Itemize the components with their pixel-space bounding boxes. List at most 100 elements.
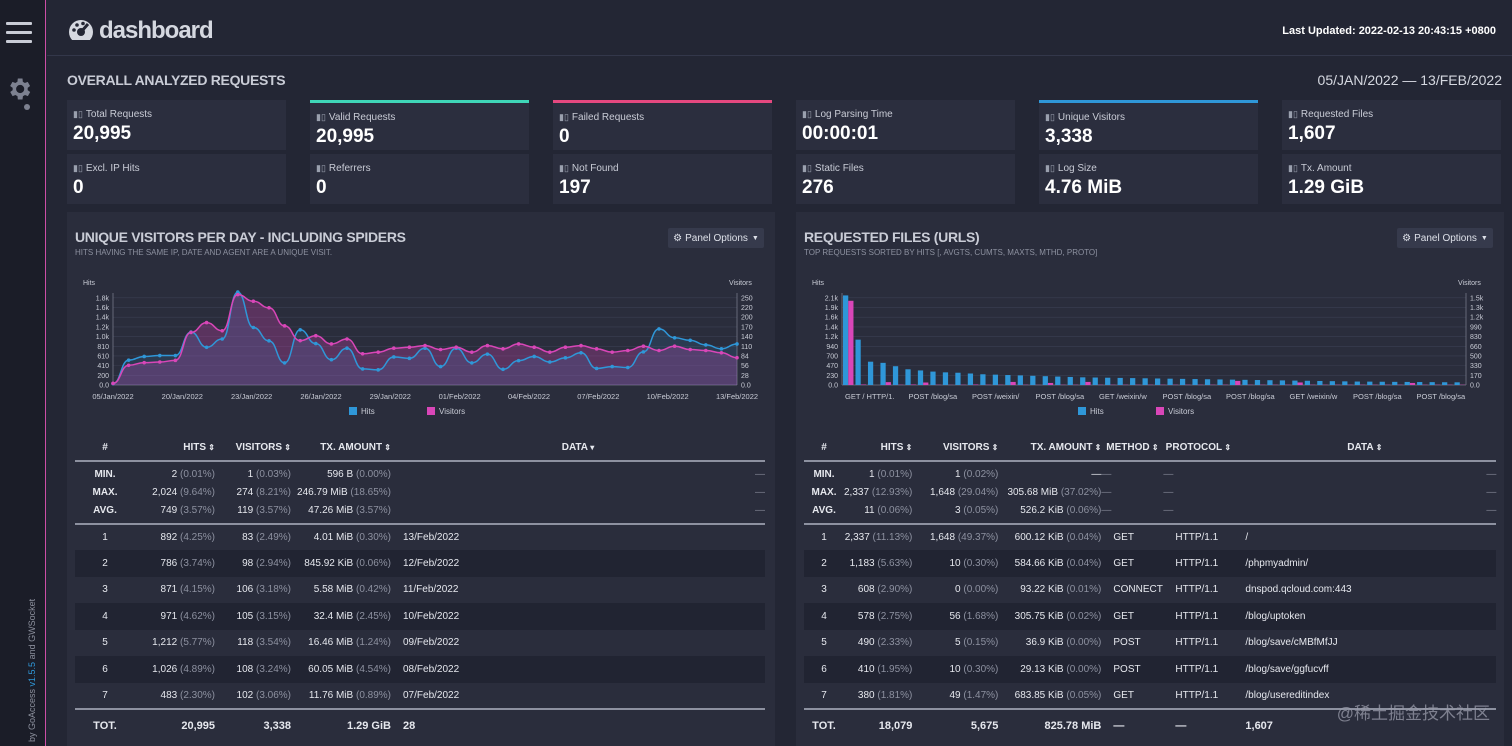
table-row[interactable]: 6 1,026 (4.89%) 108 (3.24%) 60.05 MiB (4.54… <box>75 656 765 683</box>
visitors-cell-value: 5 <box>955 637 961 649</box>
visitors-point <box>657 348 661 353</box>
total-visitors: 3,338 <box>215 708 291 741</box>
hits-bar <box>980 374 986 385</box>
visitors-cell-value: 1 <box>247 469 254 480</box>
table-row[interactable]: 6 410 (1.95%) 10 (0.30%) 29.13 KiB (0.00%) P… <box>804 656 1497 683</box>
hits-bar <box>1392 381 1398 385</box>
files-panel-subtitle: TOP REQUESTS SORTED BY HITS [, AVGTS, CU… <box>804 248 1098 257</box>
tx-cell-percent: (0.00%) <box>1066 637 1102 649</box>
visitors-bar <box>923 382 929 385</box>
hits-point <box>376 368 381 372</box>
hits-cell-value: 483 <box>160 689 178 701</box>
column-header-method[interactable]: METHOD ⇕ <box>1101 434 1164 462</box>
metric-value: 276 <box>802 177 834 198</box>
visitors-panel-subtitle: HITS HAVING THE SAME IP, DATE AND AGENT … <box>75 248 333 257</box>
column-header-visitors[interactable]: VISITORS ⇕ <box>215 434 291 462</box>
table-row[interactable]: 3 608 (2.90%) 0 (0.00%) 93.22 KiB (0.01%) CO… <box>804 577 1496 604</box>
visitors-point <box>735 355 739 360</box>
column-header-#[interactable]: # <box>804 434 844 462</box>
y-tick-right: 170 <box>741 324 753 331</box>
column-header-#[interactable]: # <box>75 434 135 462</box>
y-tick-left: 2.1k <box>825 295 839 302</box>
table-row[interactable]: 5 1,212 (5.77%) 118 (3.54%) 16.46 MiB (1.24… <box>75 630 765 657</box>
hits-cell-percent: (12.93%) <box>871 486 913 498</box>
metric-value: 0 <box>316 177 327 198</box>
column-header-visitors[interactable]: VISITORS ⇕ <box>912 434 999 462</box>
table-row[interactable]: 1 2,337 (11.13%) 1,648 (49.37%) 600.12 KiB … <box>804 524 1496 551</box>
visitors-point <box>626 348 630 353</box>
table-row[interactable]: 5 490 (2.33%) 5 (0.15%) 36.9 KiB (0.00%) POS… <box>804 630 1496 657</box>
visitors-point <box>251 299 256 304</box>
hits-cell-value: 971 <box>160 610 178 622</box>
table-row[interactable]: 7 483 (2.30%) 102 (3.06%) 11.76 MiB (0.89%)… <box>75 683 765 710</box>
hits-bar <box>843 295 849 385</box>
table-row[interactable]: 2 1,183 (5.63%) 10 (0.30%) 584.66 KiB (0.04… <box>804 550 1497 577</box>
tx-cell-value: 16.46 MiB <box>308 637 354 649</box>
hits-cell-value: 11 <box>864 505 875 516</box>
hits-bar <box>905 369 911 385</box>
table-row[interactable]: 3 871 (4.15%) 106 (3.18%) 5.58 MiB (0.42%) 1… <box>75 577 765 604</box>
hits-cell-percent: (9.64%) <box>179 486 215 498</box>
x-tick-label: 20/Jan/2022 <box>162 392 203 401</box>
y-tick-left: 0.0 <box>828 383 838 390</box>
files-panel-options-button[interactable]: ⚙ Panel Options ▼ <box>1397 228 1493 248</box>
hits-bar <box>1454 382 1460 385</box>
hits-bar <box>1105 377 1111 385</box>
gear-icon[interactable] <box>5 75 33 103</box>
table-row[interactable]: 4 971 (4.62%) 105 (3.15%) 32.4 MiB (2.45%) 1… <box>75 603 765 630</box>
visitors-point <box>158 360 162 364</box>
tx-cell: 16.46 MiB (1.24%) <box>291 630 391 657</box>
column-header-hits[interactable]: HITS ⇕ <box>135 434 215 462</box>
metric-label-text: Log Size <box>1057 163 1097 174</box>
column-header-hits[interactable]: HITS ⇕ <box>844 434 913 462</box>
table-row[interactable]: 2 786 (3.74%) 98 (2.94%) 845.92 KiB (0.06%)… <box>75 550 765 577</box>
hits-cell: 410 (1.95%) <box>844 656 913 683</box>
method-cell: CONNECT <box>1113 584 1163 596</box>
status-dot <box>24 104 30 110</box>
visitors-cell-percent: (3.57%) <box>255 505 291 516</box>
legend-swatch-visitors <box>427 407 435 415</box>
data-cell: /blog/save/cMBfMfJJ <box>1245 637 1338 649</box>
metric-label-text: Static Files <box>814 163 864 174</box>
visitors-cell-percent: (0.30%) <box>963 557 999 569</box>
visitors-cell-percent: (3.24%) <box>255 663 291 675</box>
column-header-protocol[interactable]: PROTOCOL ⇕ <box>1163 434 1234 462</box>
y-tick-left: 700 <box>826 353 838 360</box>
visitors-cell: 102 (3.06%) <box>215 683 291 710</box>
y-tick-right: 28 <box>741 373 749 380</box>
protocol-cell: HTTP/1.1 <box>1175 637 1219 649</box>
column-header-data[interactable]: DATA ▾ <box>391 434 765 462</box>
summary-label: AVG. <box>75 501 135 525</box>
table-row[interactable]: 4 578 (2.75%) 56 (1.68%) 305.75 KiB (0.02%)… <box>804 603 1497 630</box>
visitors-panel-options-button[interactable]: ⚙ Panel Options ▼ <box>668 228 764 248</box>
hits-point <box>688 338 692 343</box>
table-row[interactable]: 7 380 (1.81%) 49 (1.47%) 683.85 KiB (0.05%)… <box>804 683 1496 710</box>
bar-chart-icon: ▮▯ <box>1045 112 1055 122</box>
column-header-tx-amount[interactable]: TX. AMOUNT ⇕ <box>291 434 391 462</box>
data-cell: /blog/usereditindex <box>1245 689 1330 701</box>
hits-bar <box>1329 381 1335 385</box>
bar-chart-icon: ▮▯ <box>802 109 812 119</box>
metric-card-not-found: ▮▯ Not Found 197 <box>553 154 772 204</box>
visitors-cell-value: 106 <box>236 584 254 596</box>
hits-bar <box>917 370 924 385</box>
summary-label: MIN. <box>94 469 116 480</box>
metric-card-log-parsing-time: ▮▯ Log Parsing Time 00:00:01 <box>796 100 1015 150</box>
y-tick-right: 140 <box>741 334 753 341</box>
column-header-data[interactable]: DATA ⇕ <box>1233 434 1497 462</box>
data-cell: /blog/save/ggfucvff <box>1233 656 1497 683</box>
column-header-label: TX. AMOUNT <box>320 441 383 453</box>
y-tick-right: 250 <box>741 295 753 302</box>
table-row[interactable]: 1 892 (4.25%) 83 (2.49%) 4.01 MiB (0.30%) 13… <box>75 524 765 551</box>
tx-cell: 246.79 MiB (18.65%) <box>291 483 391 502</box>
y-axis-left-label: Hits <box>83 280 96 287</box>
total-data: 28 <box>391 708 765 741</box>
menu-icon[interactable] <box>6 22 32 44</box>
method-cell: GET <box>1101 550 1164 577</box>
metric-value: 20,995 <box>316 126 375 147</box>
total-protocol: — <box>1163 708 1234 741</box>
x-tick-label: POST /blog/sa <box>909 392 958 401</box>
legend-label-hits: Hits <box>1090 407 1104 416</box>
hits-bar <box>992 374 999 385</box>
column-header-tx-amount[interactable]: TX. AMOUNT ⇕ <box>998 434 1102 462</box>
